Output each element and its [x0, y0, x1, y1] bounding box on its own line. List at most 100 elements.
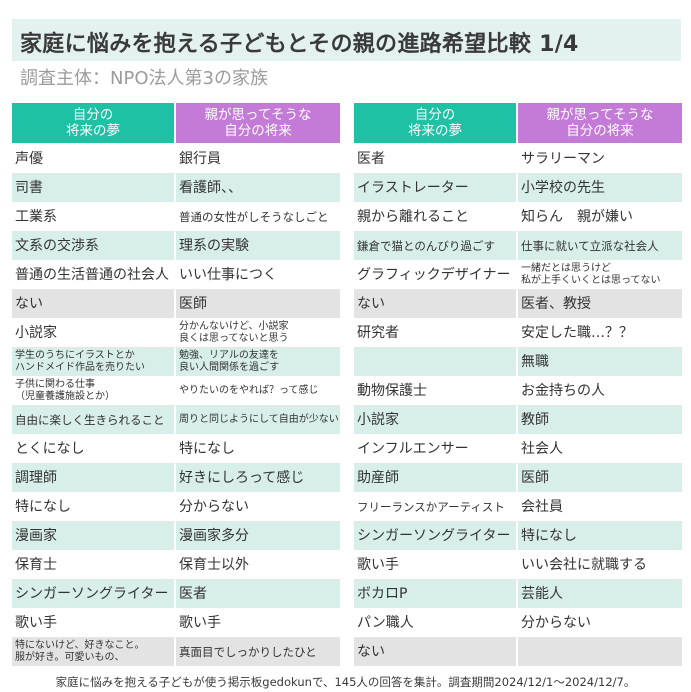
table-row: 保育士 保育士以外	[12, 551, 340, 580]
footnote: 家庭に悩みを抱える子どもが使う掲示板gedokunで、145人の回答を集計。調査…	[55, 675, 636, 689]
cell-self-dream: 医者	[354, 145, 518, 174]
table-row: 普通の生活普通の社会人 いい仕事につく	[12, 261, 340, 290]
cell-parent-view: 漫画家多分	[176, 522, 340, 551]
table-row: 小説家 分かんないけど、小説家 良くは思ってないと思う	[12, 319, 340, 348]
cell-parent-view: 理系の実験	[176, 232, 340, 261]
cell-self-dream: 普通の生活普通の社会人	[12, 261, 176, 290]
cell-parent-view: 看護師、、	[176, 174, 340, 203]
cell-parent-view: 医師	[518, 464, 682, 493]
table-row: ない	[354, 638, 682, 667]
table-row: 歌い手 いい会社に就職する	[354, 551, 682, 580]
table-row: 子供に関わる仕事 （児童養護施設とか） やりたいのをやれば？って感じ	[12, 377, 340, 406]
cell-self-dream: ない	[354, 290, 518, 319]
table-row: グラフィックデザイナー 一緒だとは思うけど 私が上手くいくとは思ってない	[354, 261, 682, 290]
table-row: 親から離れること 知らん 親が嫌い	[354, 203, 682, 232]
cell-self-dream: ない	[354, 638, 518, 667]
table-row: パン職人 分からない	[354, 609, 682, 638]
cell-self-dream: インフルエンサー	[354, 435, 518, 464]
table-row: インフルエンサー 社会人	[354, 435, 682, 464]
table-row: 特になし 分からない	[12, 493, 340, 522]
table-row: シンガーソングライター 医者	[12, 580, 340, 609]
cell-parent-view: 社会人	[518, 435, 682, 464]
header-parent-view: 親が思ってそうな 自分の将来	[176, 103, 340, 145]
table-row: とくになし 特になし	[12, 435, 340, 464]
cell-self-dream	[354, 348, 518, 377]
cell-self-dream: 親から離れること	[354, 203, 518, 232]
cell-self-dream: イラストレーター	[354, 174, 518, 203]
cell-parent-view: いい仕事につく	[176, 261, 340, 290]
cell-self-dream: 鎌倉で猫とのんびり過ごす	[354, 232, 518, 261]
table-row: 鎌倉で猫とのんびり過ごす 仕事に就いて立派な社会人	[354, 232, 682, 261]
cell-parent-view: 知らん 親が嫌い	[518, 203, 682, 232]
table-row: 無職	[354, 348, 682, 377]
page-title: 家庭に悩みを抱える子どもとその親の進路希望比較 1/4	[20, 32, 579, 57]
cell-self-dream: 調理師	[12, 464, 176, 493]
cell-self-dream: グラフィックデザイナー	[354, 261, 518, 290]
comparison-table-right: 自分の 将来の夢 親が思ってそうな 自分の将来 医者 サラリーマン イラストレーター…	[354, 103, 682, 667]
cell-self-dream: フリーランスかアーティスト	[354, 493, 518, 522]
table-header-row: 自分の 将来の夢 親が思ってそうな 自分の将来	[354, 103, 682, 145]
cell-self-dream: 小説家	[354, 406, 518, 435]
cell-parent-view: 一緒だとは思うけど 私が上手くいくとは思ってない	[518, 261, 682, 290]
cell-self-dream: 歌い手	[12, 609, 176, 638]
cell-parent-view: 勉強、リアルの友達を 良い人間関係を過ごす	[176, 348, 340, 377]
cell-parent-view: 普通の女性がしそうなしごと	[176, 203, 340, 232]
cell-parent-view	[518, 638, 682, 667]
cell-self-dream: 特になし	[12, 493, 176, 522]
cell-parent-view: 分かんないけど、小説家 良くは思ってないと思う	[176, 319, 340, 348]
table-row: 文系の交渉系 理系の実験	[12, 232, 340, 261]
table-row: フリーランスかアーティスト 会社員	[354, 493, 682, 522]
table-row: 工業系 普通の女性がしそうなしごと	[12, 203, 340, 232]
cell-self-dream: 動物保護士	[354, 377, 518, 406]
table-row: 特にないけど、好きなこと。 服が好き。可愛いもの、 真面目でしっかりしたひと	[12, 638, 340, 667]
header-self-dream: 自分の 将来の夢	[354, 103, 518, 145]
cell-self-dream: シンガーソングライター	[12, 580, 176, 609]
cell-self-dream: パン職人	[354, 609, 518, 638]
cell-self-dream: 声優	[12, 145, 176, 174]
title-bar	[12, 19, 681, 61]
table-row: ボカロP 芸能人	[354, 580, 682, 609]
header-parent-view: 親が思ってそうな 自分の将来	[518, 103, 682, 145]
cell-self-dream: 自由に楽しく生きられること	[12, 406, 176, 435]
cell-self-dream: 司書	[12, 174, 176, 203]
table-row: 調理師 好きにしろって感じ	[12, 464, 340, 493]
cell-self-dream: 保育士	[12, 551, 176, 580]
survey-source: 調査主体：NPO法人第3の家族	[20, 68, 268, 89]
cell-parent-view: 教師	[518, 406, 682, 435]
cell-self-dream: 工業系	[12, 203, 176, 232]
table-row: シンガーソングライター 特になし	[354, 522, 682, 551]
header-self-dream: 自分の 将来の夢	[12, 103, 176, 145]
table-row: 学生のうちにイラストとか ハンドメイド作品を売りたい 勉強、リアルの友達を 良い人…	[12, 348, 340, 377]
table-row: ない 医師	[12, 290, 340, 319]
table-row: 歌い手 歌い手	[12, 609, 340, 638]
cell-parent-view: いい会社に就職する	[518, 551, 682, 580]
table-row: イラストレーター 小学校の先生	[354, 174, 682, 203]
table-row: ない 医者、教授	[354, 290, 682, 319]
cell-parent-view: 医者、教授	[518, 290, 682, 319]
cell-self-dream: シンガーソングライター	[354, 522, 518, 551]
cell-self-dream: 漫画家	[12, 522, 176, 551]
cell-self-dream: 特にないけど、好きなこと。 服が好き。可愛いもの、	[12, 638, 176, 667]
cell-self-dream: 助産師	[354, 464, 518, 493]
cell-self-dream: 歌い手	[354, 551, 518, 580]
cell-self-dream: 小説家	[12, 319, 176, 348]
cell-parent-view: 小学校の先生	[518, 174, 682, 203]
cell-parent-view: 銀行員	[176, 145, 340, 174]
table-row: 司書 看護師、、	[12, 174, 340, 203]
cell-self-dream: 学生のうちにイラストとか ハンドメイド作品を売りたい	[12, 348, 176, 377]
cell-parent-view: 保育士以外	[176, 551, 340, 580]
table-row: 医者 サラリーマン	[354, 145, 682, 174]
cell-parent-view: お金持ちの人	[518, 377, 682, 406]
cell-parent-view: 芸能人	[518, 580, 682, 609]
cell-parent-view: やりたいのをやれば？って感じ	[176, 377, 340, 406]
table-row: 研究者 安定した職…？？	[354, 319, 682, 348]
cell-parent-view: 医者	[176, 580, 340, 609]
cell-self-dream: ない	[12, 290, 176, 319]
cell-parent-view: 特になし	[518, 522, 682, 551]
cell-parent-view: 仕事に就いて立派な社会人	[518, 232, 682, 261]
comparison-table-left: 自分の 将来の夢 親が思ってそうな 自分の将来 声優 銀行員 司書 看護師、、 工業系普…	[12, 103, 340, 667]
cell-parent-view: 特になし	[176, 435, 340, 464]
cell-self-dream: とくになし	[12, 435, 176, 464]
cell-parent-view: 医師	[176, 290, 340, 319]
cell-self-dream: 研究者	[354, 319, 518, 348]
